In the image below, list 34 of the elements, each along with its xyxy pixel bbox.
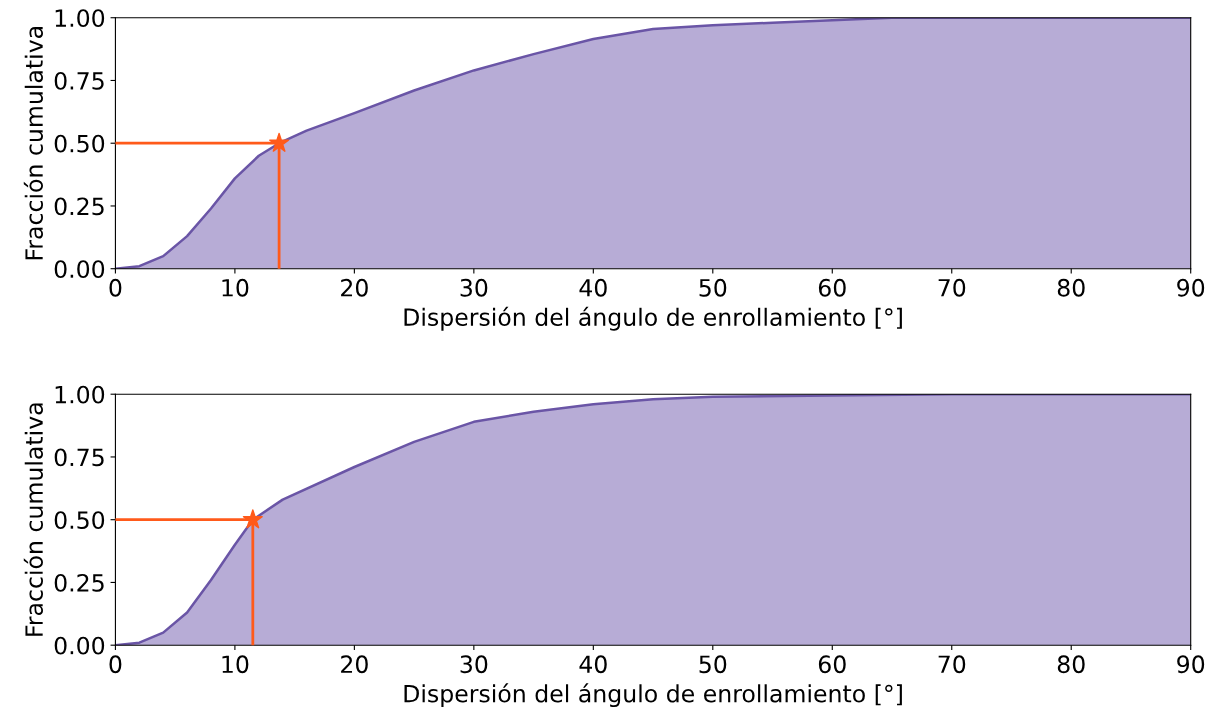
y-axis-title: Fracción cumulativa [23,27,43,260]
x-tick-label: 90 [1177,278,1205,297]
y-tick-label: 1.00 [55,385,105,404]
x-tick-label: 40 [579,655,607,674]
x-tick-label: 60 [818,655,846,674]
x-tick-label: 80 [1057,655,1085,674]
x-tick-label: 60 [818,278,846,297]
y-tick-label: 0.50 [54,134,105,153]
y-tick-label: 0.50 [54,511,105,529]
x-tick-label: 0 [109,655,122,674]
y-tick-label: 0.25 [54,197,104,216]
y-tick-label: 1.00 [55,9,105,28]
x-tick-label: 0 [109,278,122,297]
x-tick-label: 50 [699,655,727,674]
x-tick-label: 50 [699,278,727,297]
x-tick-label: 70 [938,278,966,297]
x-tick-label: 10 [222,278,249,297]
x-tick-label: 30 [460,655,488,674]
x-tick-label: 40 [579,278,607,297]
y-tick-label: 0.75 [54,71,104,90]
x-tick-label: 20 [341,278,368,297]
y-tick-label: 0.00 [54,260,105,279]
x-tick-label: 30 [460,278,488,297]
x-tick-label: 80 [1057,278,1085,297]
x-axis-title: Dispersión del ángulo de enrollamiento [°] [404,683,902,708]
y-tick-label: 0.00 [54,636,105,655]
y-tick-label: 0.25 [54,573,104,592]
y-tick-label: 0.75 [54,448,104,467]
y-axis-title: Fracción cumulativa [23,403,43,636]
x-tick-label: 10 [222,655,249,674]
x-tick-label: 90 [1177,655,1205,674]
x-axis-title: Dispersión del ángulo de enrollamiento [°] [404,306,902,331]
x-tick-label: 70 [938,655,966,674]
x-tick-label: 20 [341,655,368,674]
